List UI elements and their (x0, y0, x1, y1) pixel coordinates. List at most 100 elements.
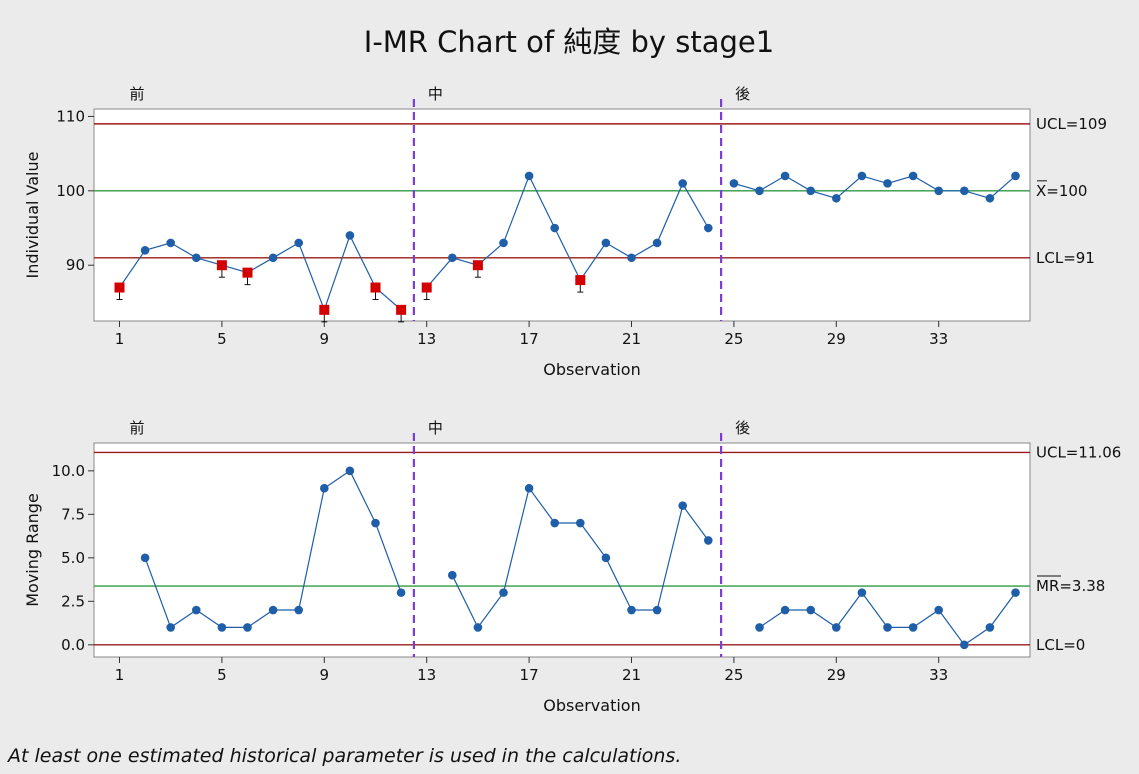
data-point[interactable] (806, 186, 815, 196)
data-point[interactable] (601, 238, 611, 248)
y-axis-label: Individual Value (23, 152, 42, 279)
data-point[interactable] (960, 186, 969, 196)
data-point[interactable] (678, 179, 687, 188)
data-point[interactable] (934, 605, 943, 615)
y-tick-label: 5.0 (61, 549, 85, 567)
data-point[interactable] (524, 483, 534, 493)
x-tick-label: 5 (217, 666, 227, 684)
stage-label: 中 (428, 85, 443, 103)
data-point[interactable] (883, 623, 892, 632)
data-point[interactable] (268, 605, 278, 615)
data-point[interactable] (627, 605, 636, 615)
y-tick-label: 2.5 (61, 592, 85, 610)
x-axis-label: Observation (543, 696, 640, 715)
data-point[interactable] (1011, 171, 1020, 181)
data-point[interactable] (652, 238, 662, 248)
y-tick-label: 100 (56, 182, 85, 200)
ucl-label: UCL=109 (1036, 115, 1107, 133)
data-point[interactable] (883, 179, 892, 188)
plot-area (93, 108, 1031, 322)
data-point[interactable] (652, 605, 662, 615)
data-point[interactable] (499, 588, 508, 597)
data-point[interactable] (985, 623, 995, 632)
individual-value-chart: 110 100 90 1 5 9 13 17 21 25 29 33 Observation Indivi… (23, 85, 1107, 379)
y-axis-label: Moving Range (23, 493, 42, 607)
data-point[interactable] (524, 171, 534, 181)
data-point[interactable] (499, 238, 508, 248)
data-point[interactable] (448, 570, 457, 580)
data-point[interactable] (396, 588, 406, 597)
data-point[interactable] (806, 605, 815, 615)
flagged-point[interactable] (396, 304, 407, 315)
data-point[interactable] (140, 553, 150, 563)
data-point[interactable] (345, 466, 355, 476)
data-point[interactable] (985, 193, 995, 203)
data-point[interactable] (473, 623, 483, 632)
stage-label: 中 (428, 419, 443, 437)
flagged-point[interactable] (216, 260, 227, 271)
data-point[interactable] (550, 518, 559, 528)
moving-range-chart: 10.0 7.5 5.0 2.5 0.0 1 5 9 13 17 21 25 29 33 Observati… (23, 419, 1121, 715)
data-point[interactable] (780, 605, 790, 615)
data-point[interactable] (704, 223, 713, 233)
lcl-label: LCL=91 (1036, 249, 1095, 267)
x-axis-label: Observation (543, 360, 640, 379)
data-point[interactable] (140, 246, 150, 255)
data-point[interactable] (832, 193, 841, 203)
data-point[interactable] (243, 623, 252, 632)
data-point[interactable] (448, 253, 457, 263)
data-point[interactable] (755, 186, 764, 196)
flagged-point[interactable] (242, 267, 253, 278)
flagged-point[interactable] (421, 282, 432, 293)
x-tick-label: 9 (320, 666, 330, 684)
x-tick-label: 13 (417, 330, 436, 348)
data-point[interactable] (345, 231, 355, 240)
data-point[interactable] (268, 253, 278, 263)
flagged-point[interactable] (575, 275, 586, 286)
data-point[interactable] (371, 518, 380, 528)
x-tick-label: 21 (622, 330, 641, 348)
data-point[interactable] (755, 623, 764, 632)
data-point[interactable] (166, 238, 175, 248)
data-point[interactable] (908, 171, 918, 181)
data-point[interactable] (678, 501, 687, 510)
x-tick-label: 1 (115, 666, 125, 684)
data-point[interactable] (960, 640, 969, 650)
flagged-point[interactable] (319, 304, 330, 315)
flagged-point[interactable] (370, 282, 381, 293)
chart-title: I-MR Chart of 純度 by stage1 (364, 25, 774, 59)
data-point[interactable] (1011, 588, 1020, 597)
flagged-point[interactable] (472, 260, 483, 271)
stage-label: 後 (735, 419, 750, 437)
x-tick-label: 25 (724, 666, 743, 684)
data-point[interactable] (576, 518, 585, 528)
data-point[interactable] (294, 238, 304, 248)
x-tick-label: 17 (520, 330, 539, 348)
data-point[interactable] (704, 536, 713, 545)
x-tick-label: 29 (827, 666, 846, 684)
data-point[interactable] (627, 253, 636, 263)
data-point[interactable] (934, 186, 943, 196)
y-tick-label: 0.0 (61, 636, 85, 654)
flagged-point[interactable] (114, 282, 125, 293)
x-tick-label: 9 (320, 330, 330, 348)
data-point[interactable] (857, 171, 867, 181)
data-point[interactable] (320, 483, 329, 493)
data-point[interactable] (166, 623, 175, 632)
data-point[interactable] (908, 623, 918, 632)
data-point[interactable] (550, 223, 559, 233)
data-point[interactable] (294, 605, 304, 615)
data-point[interactable] (192, 605, 201, 615)
data-point[interactable] (729, 179, 739, 188)
data-point[interactable] (601, 553, 611, 563)
x-tick-label: 17 (520, 666, 539, 684)
data-point[interactable] (832, 623, 841, 632)
y-tick-label: 90 (66, 256, 85, 274)
data-point[interactable] (217, 623, 227, 632)
data-point[interactable] (780, 171, 790, 181)
x-tick-label: 21 (622, 666, 641, 684)
data-point[interactable] (192, 253, 201, 263)
data-point[interactable] (857, 588, 867, 597)
footer-note: At least one estimated historical parame… (6, 745, 681, 767)
